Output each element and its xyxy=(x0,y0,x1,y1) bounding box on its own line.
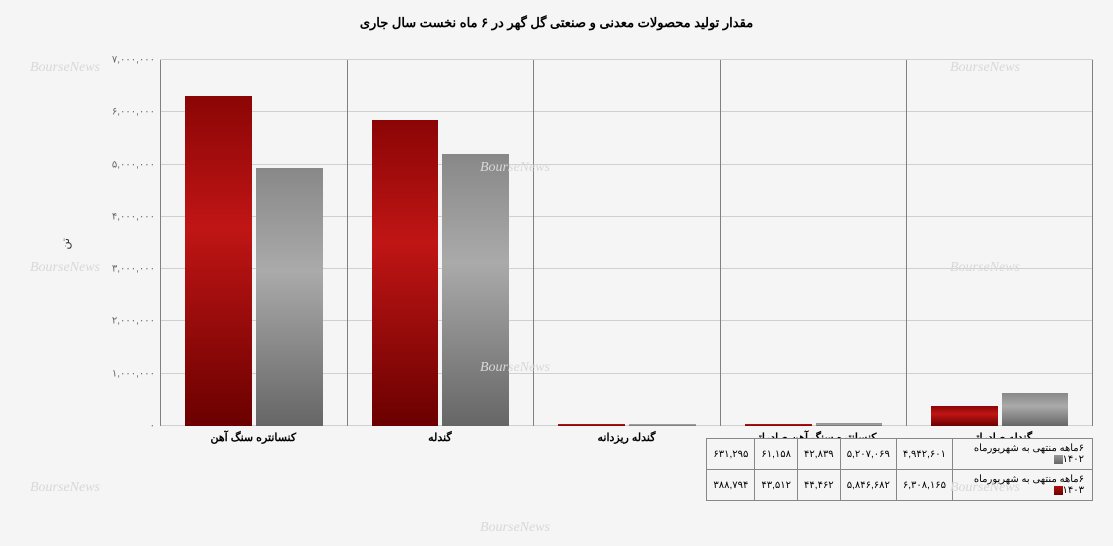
table-cell: ۴۲,۸۳۹ xyxy=(798,439,841,470)
bar-pair xyxy=(348,60,534,426)
y-tick: ۱,۰۰۰,۰۰۰ xyxy=(112,368,155,379)
legend-swatch xyxy=(1054,455,1063,464)
table-cell: ۵,۲۰۷,۰۶۹ xyxy=(840,439,896,470)
x-axis-label: گندله ریزدانه xyxy=(533,431,720,444)
category-group xyxy=(160,60,347,426)
bar xyxy=(256,168,323,426)
table-cell: ۵,۸۴۶,۶۸۲ xyxy=(840,470,896,501)
table-cell: ۴۴,۴۶۲ xyxy=(798,470,841,501)
bar xyxy=(816,423,883,426)
chart-title: مقدار تولید محصولات معدنی و صنعتی گل گهر… xyxy=(20,15,1093,31)
y-axis: تن ۰۱,۰۰۰,۰۰۰۲,۰۰۰,۰۰۰۳,۰۰۰,۰۰۰۴,۰۰۰,۰۰۰… xyxy=(90,60,160,426)
x-axis-label: گندله xyxy=(347,431,534,444)
y-tick: ۳,۰۰۰,۰۰۰ xyxy=(112,264,155,275)
category-group xyxy=(720,60,907,426)
y-tick: ۴,۰۰۰,۰۰۰ xyxy=(112,211,155,222)
y-tick: ۷,۰۰۰,۰۰۰ xyxy=(112,55,155,66)
table-row: ۶ماهه منتهی به شهریورماه ۱۴۰۲ ۴,۹۴۲,۶۰۱۵,… xyxy=(707,439,1093,470)
legend-cell: ۶ماهه منتهی به شهریورماه ۱۴۰۳ xyxy=(953,470,1093,501)
bar xyxy=(185,96,252,426)
category-group xyxy=(533,60,720,426)
bar xyxy=(1002,393,1068,426)
legend-label: ۶ماهه منتهی به شهریورماه ۱۴۰۲ xyxy=(974,443,1084,465)
y-axis-label: تن xyxy=(59,238,72,249)
grid-area xyxy=(160,60,1093,426)
bar xyxy=(931,406,997,426)
y-tick: ۵,۰۰۰,۰۰۰ xyxy=(112,159,155,170)
table-row: ۶ماهه منتهی به شهریورماه ۱۴۰۳ ۶,۳۰۸,۱۶۵۵,… xyxy=(707,470,1093,501)
bar-pair xyxy=(534,60,720,426)
x-axis-label: کنسانتره سنگ آهن xyxy=(160,431,347,444)
bar-pair xyxy=(907,60,1092,426)
y-tick: ۲,۰۰۰,۰۰۰ xyxy=(112,316,155,327)
data-table-body: ۶ماهه منتهی به شهریورماه ۱۴۰۲ ۴,۹۴۲,۶۰۱۵,… xyxy=(707,439,1093,501)
bar-pair xyxy=(161,60,347,426)
table-cell: ۴,۹۴۲,۶۰۱ xyxy=(896,439,952,470)
table-cell: ۴۳,۵۱۲ xyxy=(755,470,798,501)
category-group xyxy=(347,60,534,426)
bar-pair xyxy=(721,60,907,426)
bar xyxy=(442,154,509,426)
plot-area: تن ۰۱,۰۰۰,۰۰۰۲,۰۰۰,۰۰۰۳,۰۰۰,۰۰۰۴,۰۰۰,۰۰۰… xyxy=(90,60,1093,426)
bar xyxy=(629,424,696,426)
table-cell: ۶,۳۰۸,۱۶۵ xyxy=(896,470,952,501)
legend-label: ۶ماهه منتهی به شهریورماه ۱۴۰۳ xyxy=(974,474,1084,496)
chart-container: مقدار تولید محصولات معدنی و صنعتی گل گهر… xyxy=(0,0,1113,546)
legend-swatch xyxy=(1054,486,1063,495)
bar xyxy=(372,120,439,426)
category-group xyxy=(906,60,1093,426)
bar xyxy=(558,424,625,426)
bar xyxy=(745,424,812,426)
legend-cell: ۶ماهه منتهی به شهریورماه ۱۴۰۲ xyxy=(953,439,1093,470)
y-tick: ۰ xyxy=(150,421,155,432)
y-tick: ۶,۰۰۰,۰۰۰ xyxy=(112,107,155,118)
data-table: ۶ماهه منتهی به شهریورماه ۱۴۰۲ ۴,۹۴۲,۶۰۱۵,… xyxy=(706,438,1093,501)
table-cell: ۶۱,۱۵۸ xyxy=(755,439,798,470)
table-cell: ۳۸۸,۷۹۴ xyxy=(707,470,755,501)
table-cell: ۶۳۱,۲۹۵ xyxy=(707,439,755,470)
